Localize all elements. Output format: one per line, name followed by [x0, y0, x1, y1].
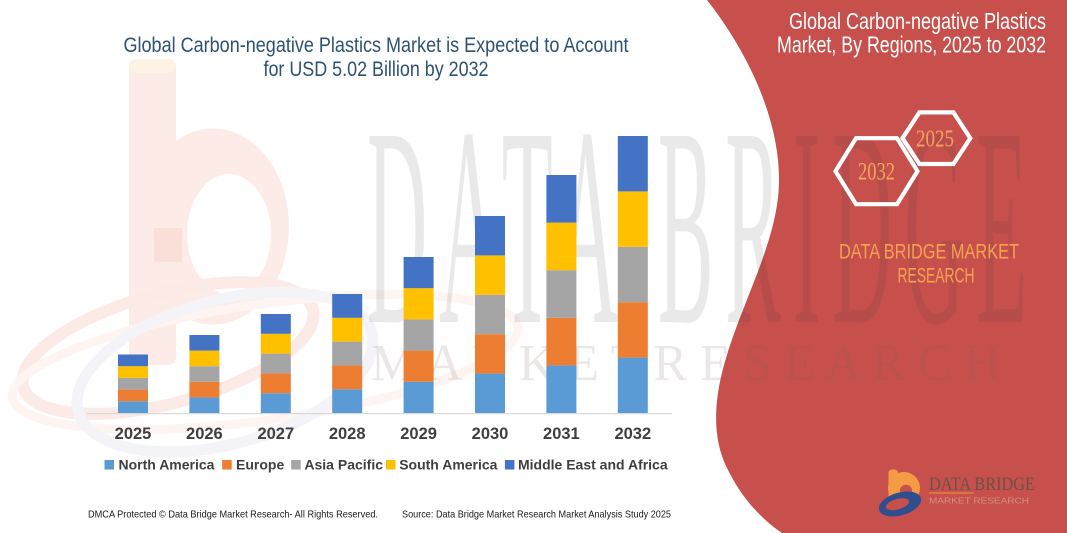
svg-text:DMCA Protected © Data Bridge M: DMCA Protected © Data Bridge Market Rese… — [88, 510, 378, 521]
svg-text:North America: North America — [119, 457, 215, 473]
svg-text:Global Carbon-negative Plastic: Global Carbon-negative Plastics Market i… — [124, 34, 629, 57]
svg-text:2026: 2026 — [186, 425, 223, 443]
svg-text:MARKET RESEARCH: MARKET RESEARCH — [929, 496, 1029, 505]
svg-text:2032: 2032 — [858, 159, 895, 186]
svg-text:DATA BRIDGE: DATA BRIDGE — [367, 70, 1039, 384]
svg-text:Asia Pacific: Asia Pacific — [304, 457, 383, 473]
svg-text:2031: 2031 — [543, 425, 580, 443]
svg-text:Market, By Regions, 2025 to 20: Market, By Regions, 2025 to 2032 — [777, 32, 1046, 58]
svg-text:2032: 2032 — [614, 425, 651, 443]
svg-text:2029: 2029 — [400, 425, 437, 443]
svg-text:M A R K E T R E S E A R C H: M A R K E T R E S E A R C H — [371, 335, 1001, 392]
svg-text:for USD 5.02 Billion by 2032: for USD 5.02 Billion by 2032 — [264, 58, 489, 81]
svg-text:Middle East and Africa: Middle East and Africa — [518, 457, 668, 473]
svg-text:DATA BRIDGE: DATA BRIDGE — [929, 474, 1035, 495]
svg-text:Global Carbon-negative Plastic: Global Carbon-negative Plastics — [789, 8, 1046, 34]
svg-text:DATA BRIDGE MARKET: DATA BRIDGE MARKET — [839, 240, 1019, 264]
svg-text:2028: 2028 — [329, 425, 366, 443]
svg-text:2030: 2030 — [472, 425, 509, 443]
svg-text:Europe: Europe — [236, 457, 284, 473]
svg-text:RESEARCH: RESEARCH — [898, 263, 975, 287]
svg-text:South America: South America — [399, 457, 497, 473]
svg-text:2025: 2025 — [916, 126, 954, 152]
svg-text:Source: Data Bridge Market Res: Source: Data Bridge Market Research Mark… — [402, 510, 671, 521]
svg-text:2025: 2025 — [115, 425, 152, 443]
svg-text:2027: 2027 — [257, 425, 294, 443]
